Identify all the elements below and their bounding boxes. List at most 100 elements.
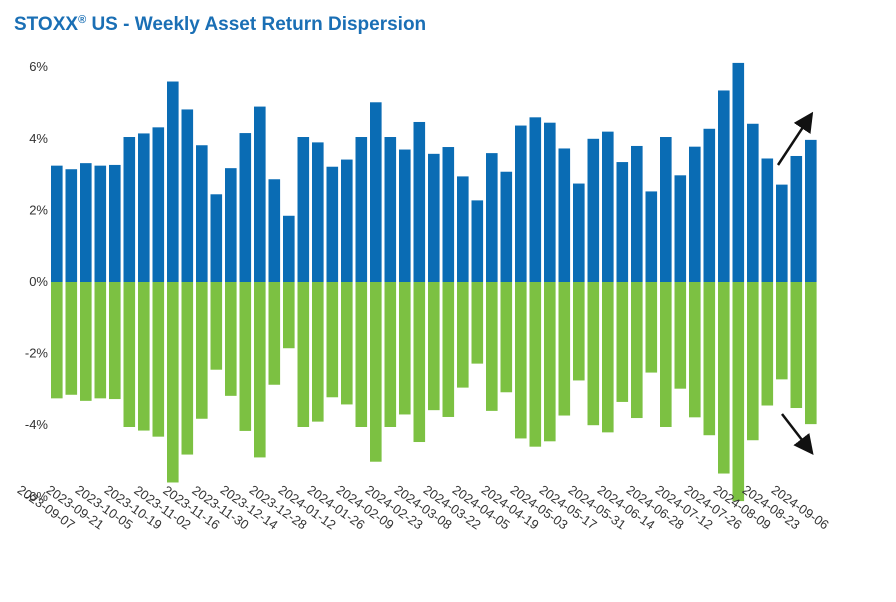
bar-negative xyxy=(486,282,498,411)
bar-positive xyxy=(747,123,759,282)
bar-positive xyxy=(326,166,339,282)
y-tick-label: -4% xyxy=(25,417,49,432)
bar-positive xyxy=(515,125,527,282)
bar-positive xyxy=(703,128,716,282)
bar-positive xyxy=(457,176,469,282)
bar-negative xyxy=(602,282,614,433)
bar-negative xyxy=(645,282,658,373)
bar-positive xyxy=(428,153,440,282)
y-tick-label: 4% xyxy=(29,131,48,146)
bar-negative xyxy=(500,282,513,393)
chart-title: STOXX® US - Weekly Asset Return Dispersi… xyxy=(14,14,427,35)
bar-negative xyxy=(152,282,165,437)
bar-negative xyxy=(384,282,397,427)
bar-negative xyxy=(587,282,600,426)
bar-negative xyxy=(123,282,136,427)
bar-positive xyxy=(341,159,353,282)
bar-positive xyxy=(109,164,121,282)
bar-positive xyxy=(239,133,252,282)
bar-positive xyxy=(674,175,687,282)
bar-negative xyxy=(196,282,208,419)
bar-negative xyxy=(515,282,527,439)
bar-negative xyxy=(761,282,774,406)
bar-negative xyxy=(399,282,411,415)
bar-negative xyxy=(225,282,237,396)
bar-negative xyxy=(341,282,353,405)
bar-positive xyxy=(254,106,266,282)
bar-negative xyxy=(370,282,382,462)
bar-positive xyxy=(471,200,484,282)
bar-negative xyxy=(283,282,295,349)
bar-positive xyxy=(689,146,701,282)
bar-negative xyxy=(355,282,368,427)
bar-positive xyxy=(268,179,281,282)
bar-positive xyxy=(602,131,614,282)
bar-negative xyxy=(660,282,672,427)
bar-negative xyxy=(558,282,571,416)
bar-negative xyxy=(674,282,687,389)
bars-group xyxy=(51,62,817,502)
y-tick-label: 6% xyxy=(29,59,48,74)
bar-positive xyxy=(196,145,208,282)
y-axis: 6% 4% 2% 0% -2% -4% -6% xyxy=(25,59,49,504)
bar-negative xyxy=(181,282,194,455)
bar-negative xyxy=(94,282,107,399)
bar-positive xyxy=(225,168,237,282)
bar-positive xyxy=(732,62,745,283)
bar-negative xyxy=(805,282,817,425)
bar-positive xyxy=(94,165,107,282)
bar-positive xyxy=(761,158,774,282)
y-tick-label: 0% xyxy=(29,274,48,289)
bar-positive xyxy=(529,117,542,282)
bar-negative xyxy=(268,282,281,385)
bar-negative xyxy=(239,282,252,431)
bar-negative xyxy=(732,282,745,502)
y-tick-label: -6% xyxy=(25,489,49,504)
bar-positive xyxy=(573,183,585,282)
bar-positive xyxy=(355,137,368,282)
bar-negative xyxy=(457,282,469,388)
bar-negative xyxy=(544,282,556,442)
bar-negative xyxy=(776,282,788,380)
bar-positive xyxy=(790,155,803,282)
bar-positive xyxy=(370,102,382,282)
bar-positive xyxy=(51,165,63,282)
bar-negative xyxy=(529,282,542,447)
y-tick-label: -2% xyxy=(25,346,49,361)
bar-negative xyxy=(573,282,585,381)
bar-positive xyxy=(80,163,92,282)
bar-positive xyxy=(776,184,788,282)
bar-negative xyxy=(109,282,121,400)
bar-positive xyxy=(645,191,658,282)
bar-positive xyxy=(616,162,629,282)
bar-positive xyxy=(283,215,295,282)
bar-positive xyxy=(123,137,136,282)
bar-positive xyxy=(558,148,571,282)
bar-negative xyxy=(312,282,324,422)
down-arrow xyxy=(781,413,814,455)
bar-positive xyxy=(660,137,672,282)
bar-positive xyxy=(486,153,498,282)
bar-positive xyxy=(544,122,556,282)
bar-positive xyxy=(631,145,643,282)
up-arrow xyxy=(776,111,814,166)
bar-positive xyxy=(413,121,426,282)
bar-negative xyxy=(210,282,223,370)
bar-positive xyxy=(297,137,310,282)
bar-positive xyxy=(500,171,513,282)
bar-negative xyxy=(138,282,150,431)
bar-negative xyxy=(790,282,803,409)
bar-negative xyxy=(413,282,426,443)
bar-negative xyxy=(167,282,179,483)
bar-negative xyxy=(51,282,63,399)
bar-positive xyxy=(167,81,179,283)
bar-negative xyxy=(616,282,629,402)
bar-positive xyxy=(152,127,165,283)
bar-positive xyxy=(718,90,730,282)
bar-positive xyxy=(138,133,150,282)
bar-negative xyxy=(442,282,455,417)
bar-negative xyxy=(428,282,440,411)
bar-positive xyxy=(587,138,600,282)
bar-positive xyxy=(805,139,817,282)
